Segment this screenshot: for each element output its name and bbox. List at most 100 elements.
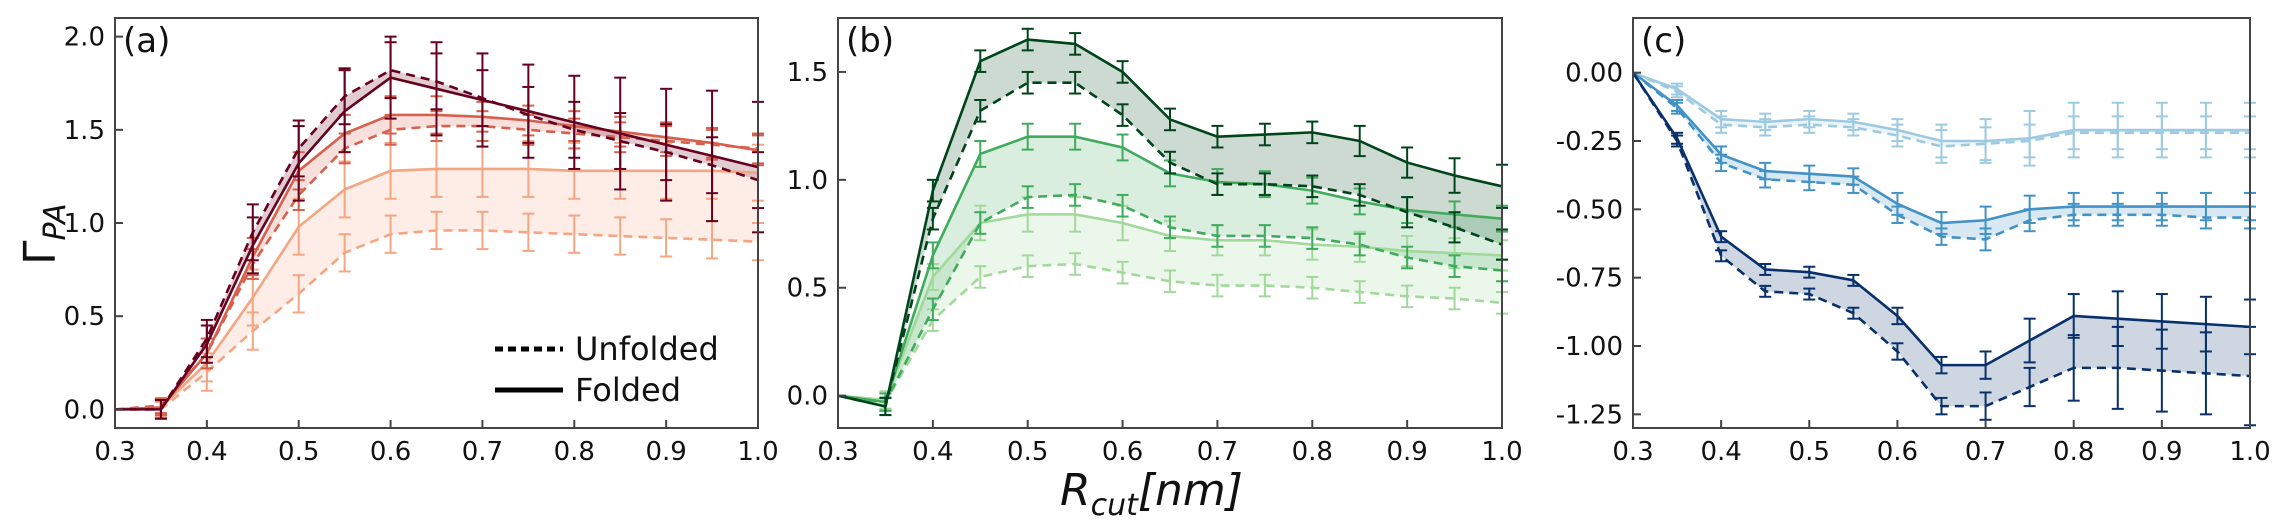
x-tick-label: 0.4 (186, 437, 227, 467)
y-tick-label: 0.5 (64, 302, 105, 332)
x-tick-label: 0.5 (1007, 437, 1048, 467)
x-axis-label: Rcut[nm] (1060, 465, 1243, 523)
x-tick-label: 0.6 (1877, 437, 1918, 467)
x-tick-label: 0.8 (1292, 437, 1333, 467)
error-bar (1021, 122, 1034, 151)
error-bar (246, 216, 259, 275)
y-tick-label: 1.5 (787, 58, 828, 88)
x-tick-label: 0.4 (1700, 437, 1741, 467)
error-bar (1891, 191, 1904, 216)
x-tick-label: 0.3 (817, 437, 858, 467)
error-bar (1116, 193, 1129, 218)
error-bar (1306, 275, 1319, 300)
error-bar (1258, 273, 1271, 298)
error-bar (292, 125, 305, 202)
error-bar (1935, 123, 1948, 159)
legend-label-folded: Folded (575, 371, 681, 409)
error-bar (1759, 112, 1772, 132)
legend-label-unfolded: Unfolded (575, 330, 719, 368)
y-tick-label: -1.00 (1556, 332, 1623, 362)
band-fill-3 (1633, 72, 2250, 407)
legend: Unfolded Folded (495, 330, 719, 409)
error-bar (476, 210, 489, 251)
plot-frame (1632, 17, 2251, 429)
x-tick-label: 0.8 (554, 437, 595, 467)
error-bar (2155, 101, 2168, 159)
x-tick-label: 0.3 (94, 437, 135, 467)
panel-title: (a) (123, 21, 170, 61)
y-tick-label: -0.75 (1556, 264, 1623, 294)
y-tick-label: 0.00 (1565, 59, 1623, 89)
error-bar (1353, 280, 1366, 304)
error-bar (1306, 226, 1319, 250)
error-bar (1759, 284, 1772, 298)
panels: 0.3 0.4 0.5 0.6 0.7 0.8 0.9 1.0 0.0 0.5 1.0 1.5 2.0 (… (64, 17, 2271, 467)
error-bar (1069, 32, 1082, 56)
chart-panel-1: 0.3 0.4 0.5 0.6 0.7 0.8 0.9 1.0 0.0 0.5 1.0 1.5 2.0 (… (64, 17, 779, 467)
error-bar (568, 74, 581, 170)
error-bar (1935, 355, 1948, 375)
x-tick-label: 0.3 (1612, 437, 1653, 467)
error-bar (660, 87, 673, 202)
error-bar (2023, 194, 2036, 224)
error-bar (1401, 196, 1414, 229)
x-tick-label: 0.9 (2141, 437, 2182, 467)
error-bar (2199, 191, 2212, 222)
error-bar (974, 211, 987, 235)
x-tick-label: 0.7 (462, 437, 503, 467)
error-bar (2067, 191, 2080, 222)
error-bar (1164, 215, 1176, 240)
error-bar (2199, 295, 2212, 353)
error-bar (1979, 350, 1992, 380)
error-bar (1258, 224, 1271, 248)
error-bar (1847, 306, 1860, 320)
error-bar (1164, 269, 1176, 294)
error-bar (974, 265, 987, 289)
error-bar (1847, 112, 1860, 132)
error-bar (926, 297, 939, 322)
error-bar (974, 99, 987, 123)
error-bar (1401, 284, 1414, 309)
error-bar (706, 89, 719, 223)
error-bar (660, 218, 673, 258)
chart-panel-3: 0.3 0.4 0.5 0.6 0.7 0.8 0.9 1.0 0.00 -0.25 -0.50 -0… (1556, 17, 2271, 467)
error-bar (2155, 191, 2168, 222)
error-bar (1671, 82, 1684, 96)
error-bar (879, 396, 892, 417)
error-bar (430, 41, 443, 137)
band-fill-2 (838, 136, 1502, 403)
error-bar (1715, 109, 1728, 129)
error-bar (1759, 161, 1772, 181)
x-tick-label: 0.5 (1789, 437, 1830, 467)
panel-title: (b) (846, 21, 894, 61)
error-bar (1401, 146, 1414, 179)
error-bar (2155, 293, 2168, 350)
error-bar (1759, 263, 1772, 276)
x-axis-label-sub: cut (1091, 488, 1140, 523)
error-bar (2023, 109, 2036, 167)
error-bar (2067, 293, 2080, 339)
error-bar (2199, 101, 2212, 159)
y-tick-label: 1.0 (787, 166, 828, 196)
error-bar (522, 63, 535, 159)
error-bar (1979, 118, 1992, 164)
error-bar (1891, 342, 1904, 361)
y-tick-label: 1.5 (64, 116, 105, 146)
error-bar (1306, 174, 1319, 199)
y-tick-label: 0.5 (787, 274, 828, 304)
error-bar (2111, 101, 2124, 159)
x-axis-label-unit: [nm] (1138, 465, 1243, 516)
x-tick-label: 0.5 (278, 437, 319, 467)
error-bar (1448, 157, 1461, 194)
panel-title: (c) (1641, 21, 1686, 61)
error-bar (1448, 211, 1461, 244)
error-bar (1021, 185, 1034, 209)
error-bar (1211, 172, 1224, 196)
error-bar (1803, 164, 1816, 183)
error-bar (1164, 107, 1176, 132)
error-bar (1891, 306, 1904, 326)
error-bar (2111, 290, 2124, 347)
x-tick-label: 0.7 (1965, 437, 2006, 467)
error-bar (1847, 167, 1860, 186)
error-bar (1448, 254, 1461, 278)
